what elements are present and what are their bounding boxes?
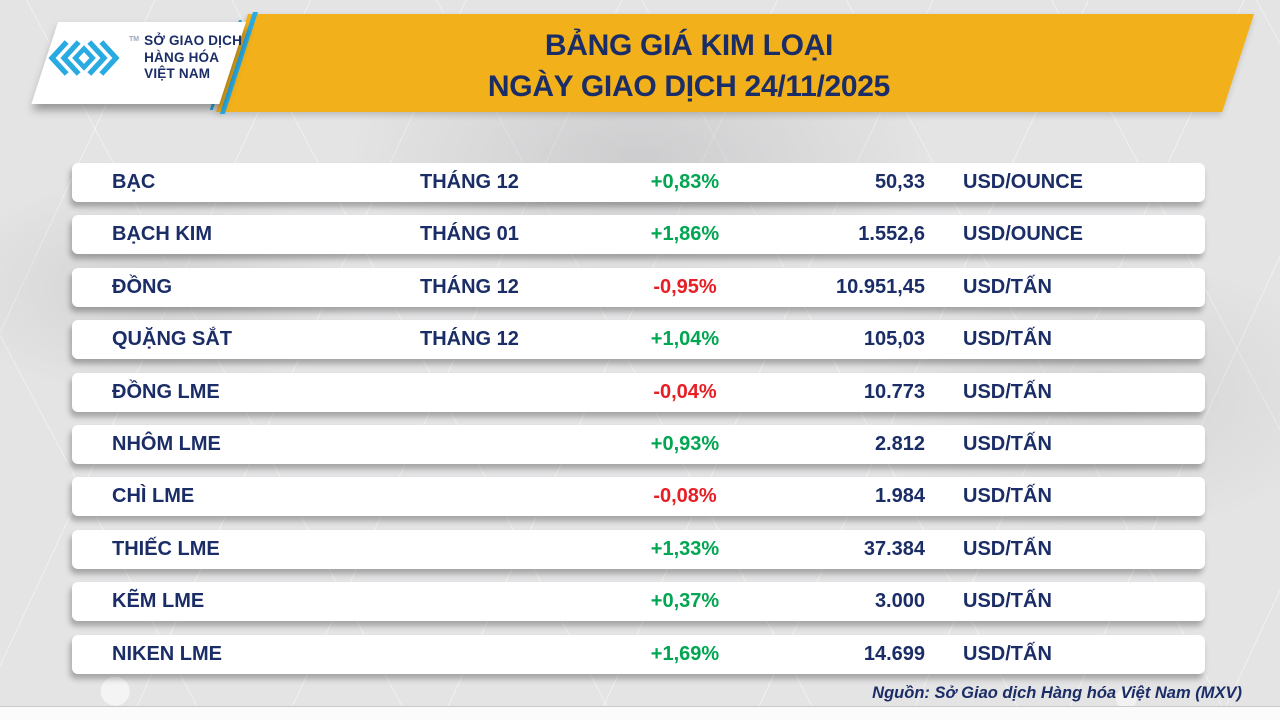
commodity-name: QUẶNG SẮT — [112, 328, 232, 351]
commodity-name: CHÌ LME — [112, 485, 195, 508]
price-unit: USD/OUNCE — [963, 223, 1084, 246]
price-unit: USD/TẤN — [963, 590, 1052, 613]
trademark-label: TM — [129, 36, 140, 43]
board-title: BẢNG GIÁ KIM LOẠI NGÀY GIAO DỊCH 24/11/2… — [358, 25, 1020, 107]
table-row: CHÌ LME -0,08% 1.984 USD/TẤN — [72, 477, 1205, 517]
contract-month: THÁNG 12 — [420, 171, 519, 193]
bottom-strip — [0, 706, 1280, 720]
percent-change: -0,04% — [653, 380, 717, 403]
price-value: 50,33 — [874, 171, 925, 193]
mxv-logo-icon — [48, 40, 120, 76]
logo-wordmark: SỞ GIAO DỊCH HÀNG HÓA VIỆT NAM — [144, 33, 242, 82]
commodity-name: BẠC — [112, 171, 156, 193]
price-unit: USD/TẤN — [963, 642, 1052, 665]
table-row: ĐỒNG LME -0,04% 10.773 USD/TẤN — [72, 372, 1205, 412]
price-value: 10.951,45 — [836, 275, 925, 298]
commodity-name: ĐỒNG — [112, 275, 172, 298]
table-row: QUẶNG SẮT THÁNG 12 +1,04% 105,03 USD/TẤN — [72, 320, 1205, 360]
table-row: KẼM LME +0,37% 3.000 USD/TẤN — [72, 582, 1205, 622]
price-unit: USD/TẤN — [963, 485, 1052, 508]
contract-month: THÁNG 12 — [420, 328, 519, 351]
price-value: 2.812 — [874, 432, 925, 455]
logo-line-3: VIỆT NAM — [144, 66, 211, 82]
title-line-1: BẢNG GIÁ KIM LOẠI — [544, 29, 834, 62]
commodity-name: NHÔM LME — [112, 432, 221, 455]
mxv-logo: TM SỞ GIAO DỊCH HÀNG HÓA VIỆT NAM — [44, 33, 242, 83]
percent-change: +0,37% — [650, 590, 720, 613]
commodity-name: BẠCH KIM — [112, 223, 212, 246]
commodity-name: NIKEN LME — [112, 642, 222, 665]
table-row: NHÔM LME +0,93% 2.812 USD/TẤN — [72, 424, 1205, 464]
contract-month: THÁNG 12 — [420, 275, 519, 298]
table-row: BẠCH KIM THÁNG 01 +1,86% 1.552,6 USD/OUN… — [72, 215, 1205, 255]
price-unit: USD/TẤN — [963, 380, 1052, 403]
price-unit: USD/TẤN — [963, 328, 1052, 351]
contract-month: THÁNG 01 — [420, 223, 519, 246]
percent-change: +0,93% — [650, 432, 720, 455]
commodity-name: THIẾC LME — [112, 537, 220, 560]
price-unit: USD/TẤN — [963, 537, 1052, 560]
commodity-name: KẼM LME — [112, 590, 205, 613]
percent-change: -0,08% — [653, 485, 717, 508]
percent-change: +1,69% — [650, 642, 720, 665]
price-unit: USD/TẤN — [963, 432, 1052, 455]
price-value: 14.699 — [863, 642, 925, 665]
logo-line-2: HÀNG HÓA — [144, 49, 220, 65]
table-row: BẠC THÁNG 12 +0,83% 50,33 USD/OUNCE — [72, 163, 1205, 202]
price-value: 105,03 — [863, 328, 925, 351]
price-value: 1.552,6 — [858, 223, 925, 246]
percent-change: +1,33% — [650, 537, 720, 560]
logo-line-1: SỞ GIAO DỊCH — [144, 33, 243, 49]
commodity-name: ĐỒNG LME — [112, 380, 220, 403]
price-value: 1.984 — [874, 485, 925, 508]
percent-change: -0,95% — [653, 275, 717, 298]
price-table: BẠC THÁNG 12 +0,83% 50,33 USD/OUNCE BẠCH… — [72, 163, 1205, 674]
source-credit: Nguồn: Sở Giao dịch Hàng hóa Việt Nam (M… — [872, 684, 1242, 702]
percent-change: +1,86% — [650, 223, 720, 246]
price-value: 37.384 — [863, 537, 925, 560]
price-value: 3.000 — [874, 590, 925, 613]
price-unit: USD/TẤN — [963, 275, 1052, 298]
percent-change: +0,83% — [650, 171, 720, 193]
price-value: 10.773 — [863, 380, 925, 403]
table-row: THIẾC LME +1,33% 37.384 USD/TẤN — [72, 529, 1205, 569]
percent-change: +1,04% — [650, 328, 720, 351]
title-line-2: NGÀY GIAO DỊCH 24/11/2025 — [487, 70, 891, 103]
table-row: ĐỒNG THÁNG 12 -0,95% 10.951,45 USD/TẤN — [72, 267, 1205, 307]
price-unit: USD/OUNCE — [963, 171, 1084, 193]
table-row: NIKEN LME +1,69% 14.699 USD/TẤN — [72, 634, 1205, 674]
